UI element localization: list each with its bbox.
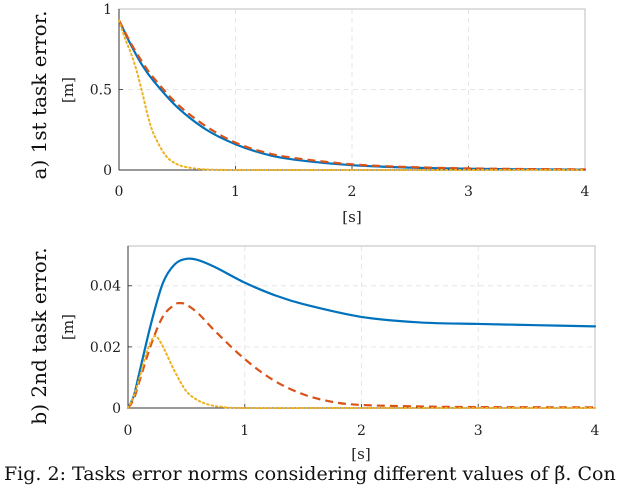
panel-b-xtick-label: 2 — [357, 423, 366, 439]
panel-b-ytick-label: 0.02 — [90, 340, 121, 356]
panel-a-xlabel: [s] — [342, 208, 361, 226]
panel-a-title: a) 1st task error. — [27, 11, 51, 180]
panel-b-title: b) 2nd task error. — [27, 247, 51, 424]
panel-a-xtick-label: 4 — [581, 184, 590, 200]
panel-a-xtick-label: 0 — [115, 184, 124, 200]
panel-a-ytick-label: 0 — [103, 163, 112, 179]
panel-a-xtick-label: 1 — [231, 184, 240, 200]
panel-a-xtick-label: 3 — [464, 184, 473, 200]
panel-a-xtick-label: 2 — [348, 184, 357, 200]
panel-b-xtick-label: 3 — [474, 423, 483, 439]
figure-caption: Fig. 2: Tasks error norms considering di… — [4, 463, 616, 485]
panel-b-series-dashed-line — [127, 301, 596, 409]
panel-b-xlabel: [s] — [351, 445, 370, 463]
panel-a-grid — [119, 9, 585, 170]
panel-a-ytick-label: 1 — [103, 2, 112, 18]
panel-a-series-dashed-line — [118, 19, 586, 171]
panel-b-series — [126, 257, 597, 410]
panel-a-yticks: 00.51 — [90, 2, 112, 179]
panel-a-series — [117, 19, 587, 172]
panel-b-ylabel: [m] — [59, 314, 77, 340]
panel-b-series-dotted-line — [127, 334, 596, 410]
panel-a-ylabel: [m] — [59, 77, 77, 103]
panel-b-grid — [128, 246, 595, 408]
panel-b-yticks: 0 0.02 0.04 — [90, 279, 121, 417]
panel-a-xticks: 0 1 2 3 4 — [115, 184, 590, 200]
panel-b-series-solid-line — [126, 257, 597, 410]
panel-b-ytick-label: 0.04 — [90, 279, 121, 295]
panel-a-ytick-label: 0.5 — [90, 83, 112, 99]
panel-b-chart: b) 2nd task error. [m] [s] 0 0.02 0.04 0 1 2… — [27, 245, 600, 463]
panel-b-xtick-label: 0 — [124, 423, 133, 439]
panel-a-series-dotted-line — [118, 19, 586, 172]
panel-b-xtick-label: 1 — [240, 423, 249, 439]
panel-b-ytick-label: 0 — [112, 401, 121, 417]
panel-b-xtick-label: 4 — [591, 423, 600, 439]
panel-b-xticks: 0 1 2 3 4 — [124, 423, 600, 439]
